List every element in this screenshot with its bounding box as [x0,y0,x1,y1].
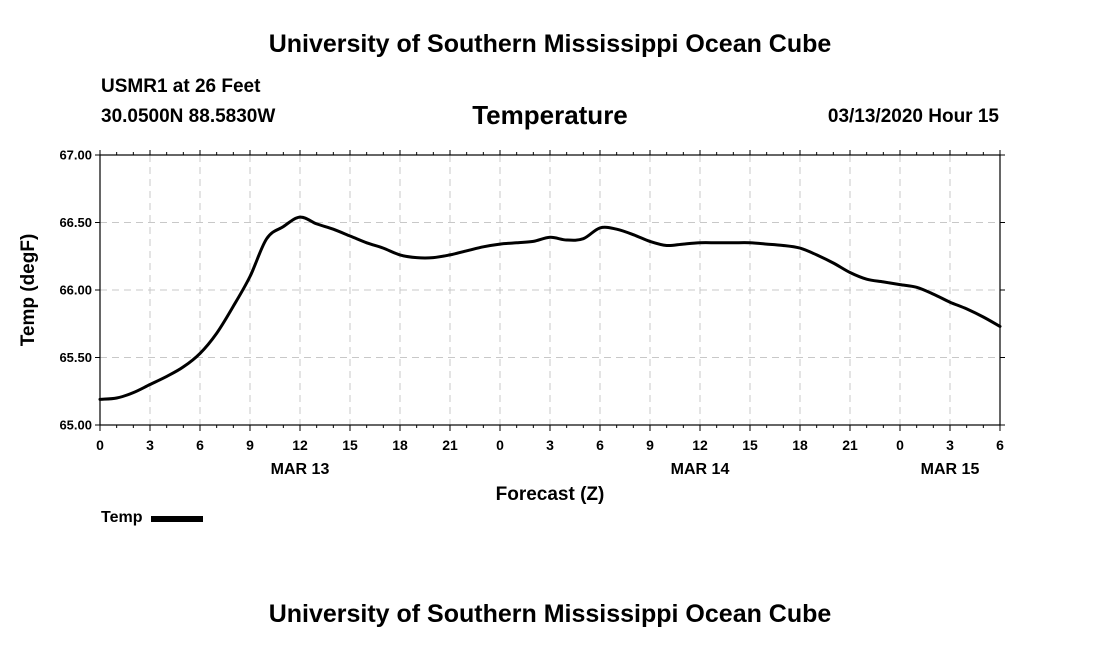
legend-swatch-temp [151,516,204,522]
x-tick-label: 6 [996,437,1004,453]
x-tick-label: 6 [196,437,204,453]
x-tick-label: 12 [292,437,308,453]
x-tick-label: 3 [146,437,154,453]
date-label: MAR 13 [271,461,330,478]
y-tick-label: 66.50 [59,215,92,230]
x-tick-label: 3 [546,437,554,453]
y-tick-labels: 65.00 65.50 66.00 66.50 67.00 [59,148,92,433]
axis-ticks [95,150,1005,431]
y-tick-label: 67.00 [59,148,92,163]
station-label: USMR1 at 26 Feet [101,76,261,97]
chart-title: Temperature [472,100,628,130]
x-tick-label: 0 [496,437,504,453]
coordinates-label: 30.0500N 88.5830W [101,106,276,127]
y-axis-label: Temp (degF) [18,234,39,347]
y-tick-label: 66.00 [59,283,92,298]
grid-lines [100,155,1000,425]
legend-label-temp: Temp [101,509,143,526]
legend: Temp [101,509,204,527]
x-tick-label: 9 [646,437,654,453]
x-axis-label: Forecast (Z) [496,484,605,505]
datetime-label: 03/13/2020 Hour 15 [827,106,999,127]
series-line-temp [98,215,1002,401]
x-tick-label: 6 [596,437,604,453]
x-tick-label: 0 [896,437,904,453]
y-tick-label: 65.50 [59,350,92,365]
x-tick-label: 15 [742,437,758,453]
x-tick-labels: 0 3 6 9 12 15 18 21 0 3 6 9 12 15 18 21 0 3 6 [96,437,1004,453]
series-layer [98,215,1002,401]
x-tick-label: 3 [946,437,954,453]
x-tick-label: 0 [96,437,104,453]
date-label: MAR 14 [671,461,730,478]
y-tick-label: 65.00 [59,418,92,433]
x-tick-label: 12 [692,437,708,453]
x-tick-label: 21 [442,437,458,453]
date-labels: MAR 13 MAR 14 MAR 15 [271,461,980,478]
x-tick-label: 18 [392,437,408,453]
chart-header-title: University of Southern Mississippi Ocean… [268,30,832,58]
x-tick-label: 21 [842,437,858,453]
x-tick-label: 18 [792,437,808,453]
x-tick-label: 15 [342,437,358,453]
footer-title: University of Southern Mississippi Ocean… [268,600,832,628]
x-tick-label: 9 [246,437,254,453]
date-label: MAR 15 [921,461,980,478]
